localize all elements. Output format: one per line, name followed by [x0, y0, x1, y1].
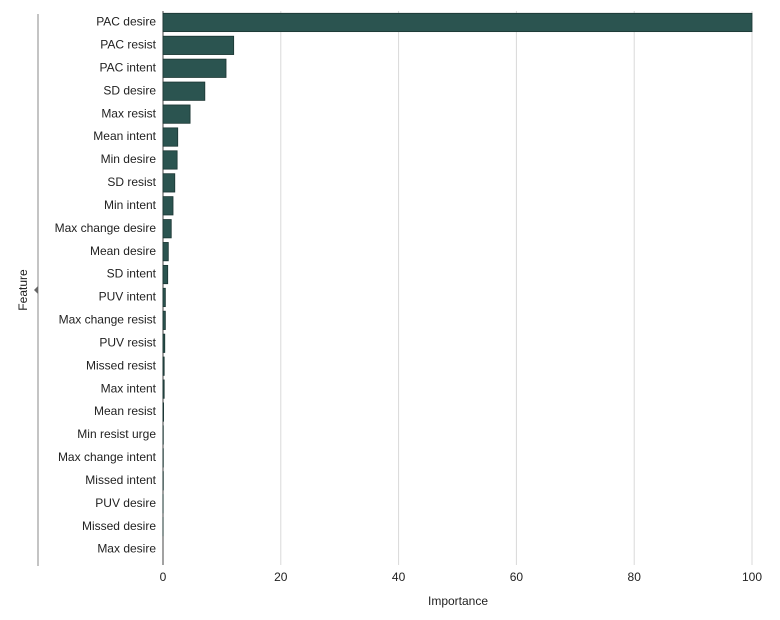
y-tick-label: Mean intent — [93, 129, 156, 143]
y-tick-label: SD desire — [103, 83, 156, 97]
x-axis-label: Importance — [428, 594, 488, 608]
bar — [162, 287, 166, 308]
y-tick-label: Mean desire — [90, 244, 156, 258]
y-tick-label: PUV desire — [95, 496, 156, 510]
y-tick-label: Max change desire — [55, 221, 157, 235]
axis-arrow — [34, 286, 38, 294]
x-tick-label: 20 — [274, 570, 288, 584]
y-tick-label: Max desire — [97, 542, 156, 556]
x-tick-label: 40 — [392, 570, 406, 584]
bar — [162, 264, 169, 285]
bar — [162, 35, 235, 55]
bar — [162, 196, 174, 216]
bar — [162, 356, 165, 376]
bar — [162, 127, 179, 147]
y-tick-label: Max intent — [101, 381, 157, 395]
y-tick-label: Mean resist — [94, 404, 157, 418]
bar — [162, 81, 206, 101]
y-tick-label: Max change resist — [59, 313, 157, 327]
y-axis-label: Feature — [16, 269, 30, 311]
bar — [162, 219, 172, 239]
y-tick-label: Missed desire — [82, 519, 156, 533]
y-tick-label: Min desire — [101, 152, 157, 166]
bar — [162, 58, 227, 78]
bar — [162, 402, 164, 422]
bar — [162, 173, 176, 193]
x-tick-label: 60 — [510, 570, 524, 584]
bar — [162, 379, 165, 399]
y-tick-label: Max resist — [101, 106, 156, 120]
y-tick-label: Max change intent — [58, 450, 157, 464]
bar — [162, 333, 166, 353]
bar — [162, 242, 169, 262]
x-tick-label: 0 — [160, 570, 167, 584]
y-tick-label: PAC desire — [96, 15, 156, 29]
y-tick-label: Min resist urge — [77, 427, 156, 441]
x-tick-label: 80 — [628, 570, 642, 584]
bar — [162, 310, 166, 330]
y-tick-label: PUV intent — [99, 290, 157, 304]
bar — [162, 104, 191, 124]
bar — [162, 12, 753, 33]
y-tick-label: Missed intent — [85, 473, 156, 487]
y-tick-label: PUV resist — [99, 335, 156, 349]
y-tick-label: Min intent — [104, 198, 157, 212]
y-tick-label: SD resist — [107, 175, 156, 189]
y-tick-label: PAC resist — [100, 38, 156, 52]
x-tick-label: 100 — [742, 570, 762, 584]
y-tick-label: Missed resist — [86, 358, 157, 372]
bar — [162, 150, 178, 170]
y-tick-label: PAC intent — [100, 60, 157, 74]
y-tick-label: SD intent — [107, 267, 157, 281]
